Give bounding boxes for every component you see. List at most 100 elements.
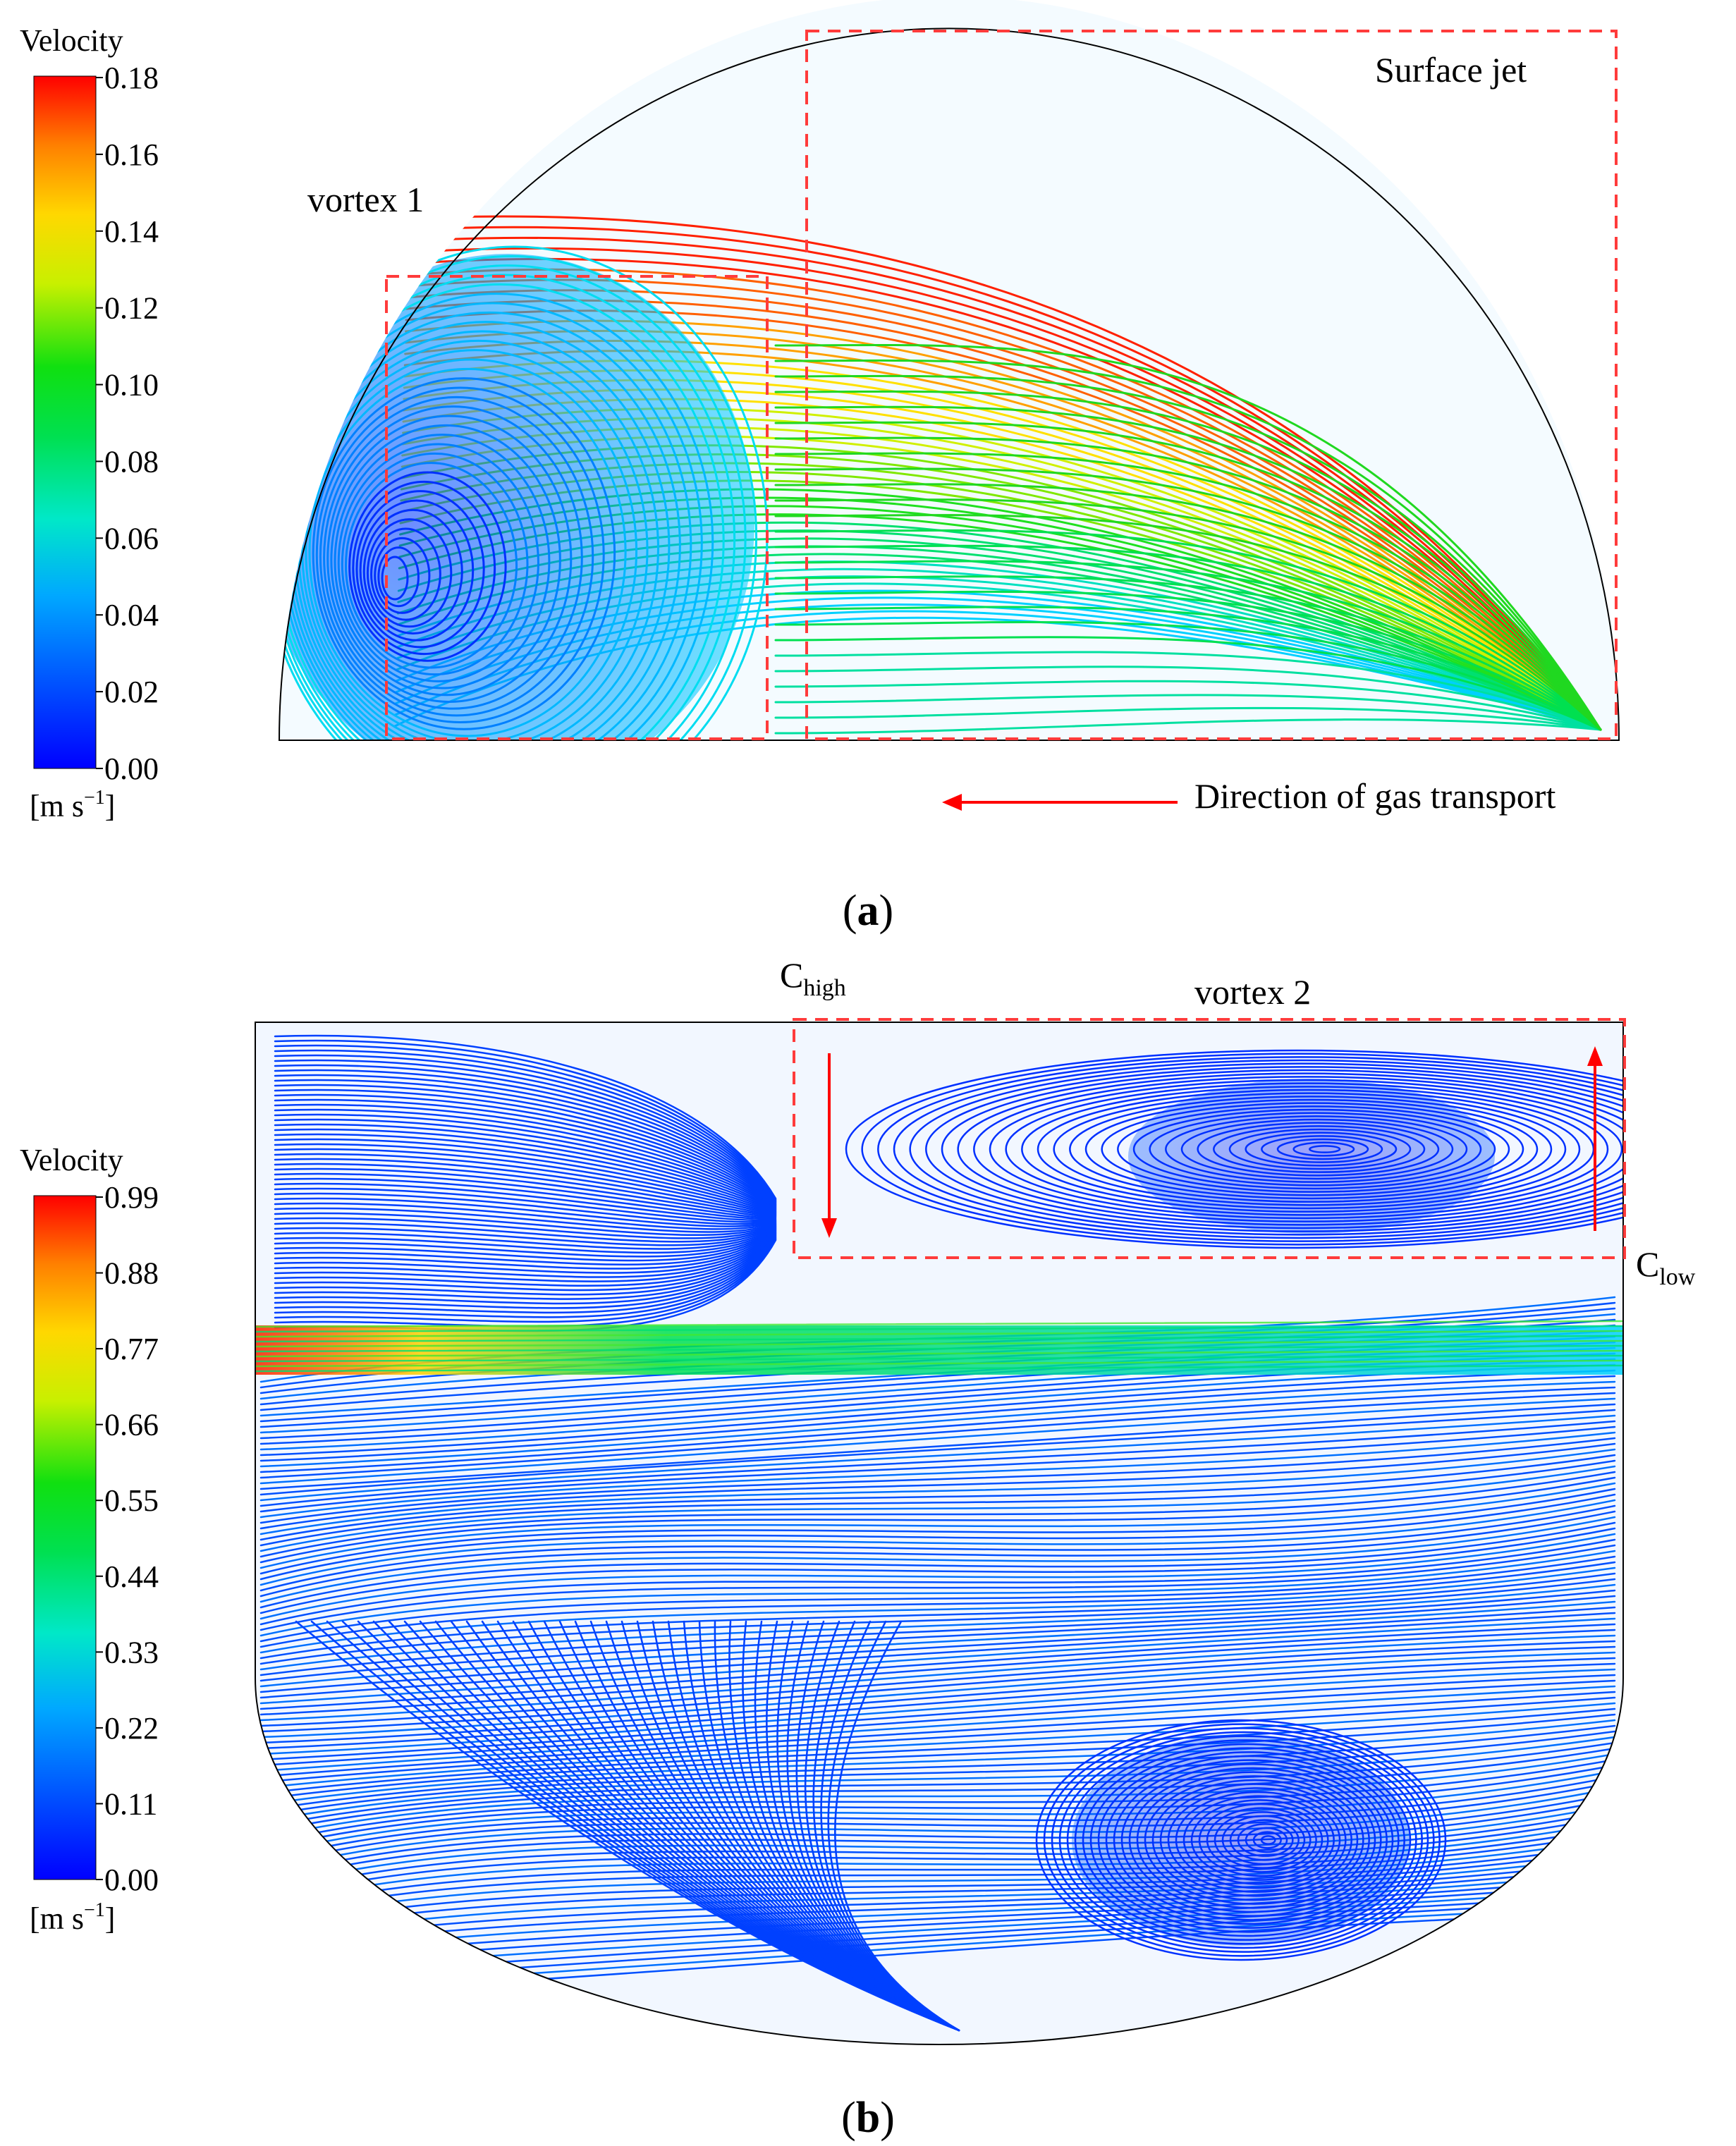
streamline xyxy=(274,1197,777,1227)
streamline xyxy=(259,1741,1616,1829)
streamline xyxy=(259,1668,1616,1755)
streamline xyxy=(274,1207,777,1233)
streamline xyxy=(259,1550,1616,1637)
jet-streamline xyxy=(408,226,1602,731)
jet-streamline xyxy=(774,421,1602,731)
streamline xyxy=(274,1138,777,1215)
streamline xyxy=(259,1555,1616,1643)
streamline xyxy=(259,1702,1616,1789)
vortex-streamline xyxy=(362,508,463,634)
vortex-streamline xyxy=(312,377,616,730)
vortex-2-label: vortex 2 xyxy=(1194,972,1311,1012)
streamline xyxy=(259,1583,1616,1671)
streamline xyxy=(259,1504,1616,1592)
jet-streamline xyxy=(774,560,1602,731)
vortex-streamline xyxy=(957,1072,1623,1226)
streamline xyxy=(274,1089,777,1208)
colorbar-a-tick-label: 0.18 xyxy=(104,61,159,95)
jet-streamline xyxy=(774,467,1602,731)
vortex-streamline xyxy=(1221,1815,1306,1865)
streamline xyxy=(274,1229,777,1270)
vortex-streamline xyxy=(1051,1727,1435,1953)
vortex-streamline xyxy=(1128,1767,1376,1913)
streamline xyxy=(274,1177,777,1220)
vortex-streamline xyxy=(370,527,441,621)
streamline xyxy=(274,1227,777,1262)
streamline xyxy=(259,1476,1616,1564)
vortex-streamline xyxy=(1159,1783,1352,1897)
streamline xyxy=(274,1167,777,1219)
streamline xyxy=(274,1163,777,1218)
vortex-streamline xyxy=(1213,1125,1426,1173)
jet-streamline xyxy=(774,374,1602,731)
vortex-streamline xyxy=(1084,1098,1539,1200)
streamline xyxy=(274,1074,777,1206)
vortex-streamline xyxy=(1043,1723,1441,1957)
vortex-streamline xyxy=(352,480,496,656)
vortex-streamline xyxy=(1165,1115,1468,1183)
vortex-streamline xyxy=(925,1066,1623,1232)
streamline xyxy=(259,1634,1616,1722)
jet-streamline xyxy=(774,606,1602,731)
streamline xyxy=(834,1620,960,2032)
colorbar-a-tick-label: 0.10 xyxy=(104,368,159,403)
streamline xyxy=(259,1600,1616,1688)
streamline xyxy=(274,1212,777,1237)
vortex-streamline xyxy=(1066,1735,1423,1945)
jet-streamline xyxy=(774,718,1602,735)
panel-b: Velocity 0.99 0.88 0.77 0.66 0.55 0.44 0.33 0.2… xyxy=(20,955,1696,2142)
jet-streamline xyxy=(774,620,1602,731)
vortex-streamline xyxy=(374,536,431,614)
vortex-streamline xyxy=(1144,1775,1364,1905)
vortex-streamline xyxy=(1101,1102,1524,1196)
vortex-streamline xyxy=(315,386,605,724)
streamline xyxy=(259,1736,1616,1823)
streamline xyxy=(259,1758,1616,1846)
vortex-streamline xyxy=(319,396,594,717)
streamline xyxy=(259,1595,1616,1682)
jet-streamline xyxy=(255,1339,1623,1348)
streamline xyxy=(259,1397,1616,1485)
streamline xyxy=(274,1236,777,1314)
vortex-streamline xyxy=(1228,1128,1412,1170)
colorbar-a-tick-label: 0.00 xyxy=(104,752,159,786)
streamline xyxy=(259,1662,1616,1750)
vortex-streamline xyxy=(279,255,758,740)
streamline xyxy=(274,1237,777,1323)
vortex-streamline xyxy=(1053,1092,1567,1206)
streamline xyxy=(274,1034,777,1200)
jet-streamline xyxy=(774,483,1602,731)
vortex-streamline xyxy=(1276,1138,1369,1160)
streamline xyxy=(259,1454,1616,1541)
vortex-streamline xyxy=(279,274,736,740)
streamline xyxy=(259,1707,1616,1795)
jet-streamline xyxy=(255,1335,1623,1343)
streamline xyxy=(259,1392,1616,1479)
jet-streamline xyxy=(774,452,1602,731)
colorbar-b-tick-label: 0.33 xyxy=(104,1635,159,1669)
vortex-streamline xyxy=(941,1069,1623,1230)
streamline xyxy=(274,1113,777,1211)
streamline xyxy=(274,1225,777,1250)
vortex-2-box xyxy=(793,1018,1626,1259)
c-low-arrowhead xyxy=(1587,1046,1603,1066)
streamline xyxy=(274,1153,777,1217)
streamline xyxy=(259,1533,1616,1620)
streamline xyxy=(274,1232,777,1292)
vortex-streamline xyxy=(1182,1795,1335,1885)
panel-a-label: (a) xyxy=(843,887,893,935)
vortex-streamline xyxy=(279,283,725,740)
streamline xyxy=(259,1409,1616,1496)
vortex-streamline xyxy=(909,1062,1623,1236)
streamline xyxy=(259,1375,1616,1462)
vortex-streamline xyxy=(1117,1105,1510,1193)
vortex-streamline xyxy=(1260,1835,1276,1845)
vortex-streamline xyxy=(323,405,583,710)
vortex-streamline xyxy=(330,424,561,697)
panel-a: Velocity 0.18 0.16 0.14 0.12 0.10 0.08 0.06 0.0… xyxy=(20,0,1620,935)
jet-streamline xyxy=(774,436,1602,731)
vortex-streamline xyxy=(1132,1108,1496,1190)
vortex-streamline xyxy=(341,452,529,676)
streamline xyxy=(259,1380,1616,1468)
streamline xyxy=(274,1230,777,1274)
